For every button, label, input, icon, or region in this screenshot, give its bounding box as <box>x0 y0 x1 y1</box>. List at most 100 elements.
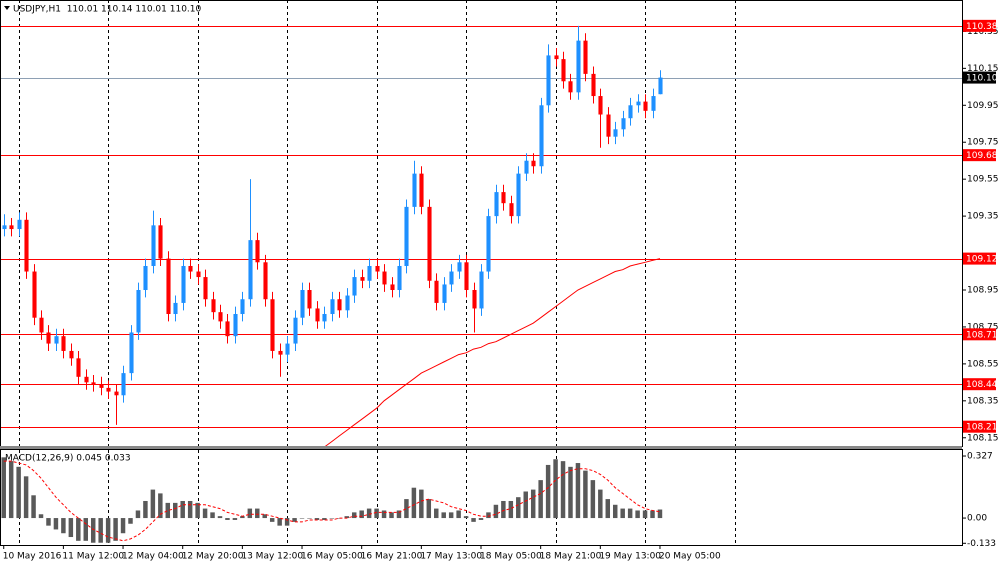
candle-body <box>211 299 216 313</box>
candle-body <box>143 265 148 290</box>
macd-bar <box>530 489 536 519</box>
candle-body <box>583 40 588 74</box>
macd-bar <box>53 518 59 530</box>
candle-body <box>486 216 491 272</box>
candle-body <box>516 173 521 217</box>
macd-bar <box>411 487 417 519</box>
y-tick-label: 109.35 <box>967 212 999 222</box>
candle-body <box>524 160 529 174</box>
x-tick-label: 10 May 2016 <box>3 552 62 562</box>
macd-bar <box>240 516 245 519</box>
candle-body <box>285 343 290 355</box>
macd-bar <box>441 512 446 519</box>
x-tick-label: 12 May 20:00 <box>182 552 244 562</box>
macd-bar <box>351 512 357 519</box>
macd-bar <box>210 512 215 519</box>
candle-body <box>360 277 365 281</box>
candle-body <box>658 77 663 95</box>
candle-body <box>479 271 484 309</box>
macd-bar <box>493 504 499 519</box>
price-label: 110.10 <box>966 74 998 84</box>
candle-body <box>99 384 104 388</box>
macd-bar <box>523 491 528 519</box>
macd-bar <box>232 518 238 520</box>
candle-body <box>322 314 327 322</box>
macd-bar <box>337 518 342 519</box>
candle-body <box>225 321 230 337</box>
level-label-box <box>963 149 996 162</box>
candle-body <box>270 299 275 351</box>
candle-body <box>151 225 156 266</box>
y-tick-label: 108.15 <box>967 433 999 443</box>
candle-body <box>121 373 126 396</box>
macd-bar <box>120 518 126 534</box>
macd-bar <box>590 480 596 519</box>
y-tick-label: 0.00 <box>967 514 987 524</box>
macd-bar <box>553 459 558 519</box>
x-tick-label: 13 May 12:00 <box>241 552 303 562</box>
candle-body <box>419 173 424 207</box>
candle-body <box>546 55 551 106</box>
candle-body <box>181 265 186 303</box>
macd-bar <box>1 457 6 519</box>
candle-body <box>106 387 111 392</box>
candle-body <box>598 96 603 115</box>
macd-bar <box>612 504 618 519</box>
macd-bar <box>23 476 29 519</box>
y-tick-label: 109.75 <box>967 138 999 148</box>
macd-title: MACD(12,26,9) 0.045 0.033 <box>5 454 131 464</box>
y-tick-label: 109.55 <box>967 175 999 185</box>
candle-body <box>76 358 81 377</box>
macd-bar <box>508 500 514 519</box>
macd-bar <box>329 518 335 519</box>
macd-bar <box>627 508 633 519</box>
macd-bar <box>255 508 260 519</box>
level-label: 108.44 <box>966 380 998 390</box>
macd-bar <box>105 518 111 543</box>
candle-body <box>278 350 283 355</box>
candle-body <box>203 277 208 300</box>
candle-body <box>307 289 312 309</box>
moving-average <box>324 258 661 448</box>
candle-body <box>457 262 462 272</box>
y-tick-label: 110.15 <box>967 64 999 74</box>
macd-bar <box>598 489 603 519</box>
candle-body <box>531 160 536 167</box>
candle-body <box>32 271 37 318</box>
candle-body <box>539 105 544 167</box>
macd-bar <box>31 495 36 519</box>
level-label-box <box>963 328 996 341</box>
macd-bar <box>426 499 432 519</box>
macd-bar <box>113 518 118 541</box>
macd-frame <box>0 449 963 546</box>
macd-bar <box>314 518 320 520</box>
macd-bar <box>568 466 573 519</box>
candle-body <box>218 312 223 322</box>
macd-bar <box>366 508 372 519</box>
candle-body <box>621 118 626 130</box>
candle-body <box>382 271 387 285</box>
macd-bar <box>150 489 156 519</box>
candle-body <box>337 299 342 311</box>
panel-separator <box>0 446 962 449</box>
candle-body <box>412 173 417 207</box>
y-tick-label: 109.95 <box>967 101 999 111</box>
candle-body <box>591 73 596 97</box>
macd-bar <box>359 510 364 519</box>
candle-body <box>240 299 245 315</box>
macd-bar <box>560 461 566 519</box>
macd-bar <box>143 500 148 519</box>
macd-bar <box>269 518 275 522</box>
candle-body <box>651 96 656 111</box>
candle-body <box>9 225 14 230</box>
x-tick-label: 18 May 21:00 <box>540 552 602 562</box>
macd-bar <box>501 500 506 519</box>
macd-bar <box>299 518 305 519</box>
macd-bar <box>583 470 588 519</box>
candle-body <box>397 265 402 290</box>
macd-bar <box>620 508 625 519</box>
macd-bar <box>456 510 461 519</box>
candle-body <box>300 289 305 318</box>
macd-bar <box>538 480 543 519</box>
